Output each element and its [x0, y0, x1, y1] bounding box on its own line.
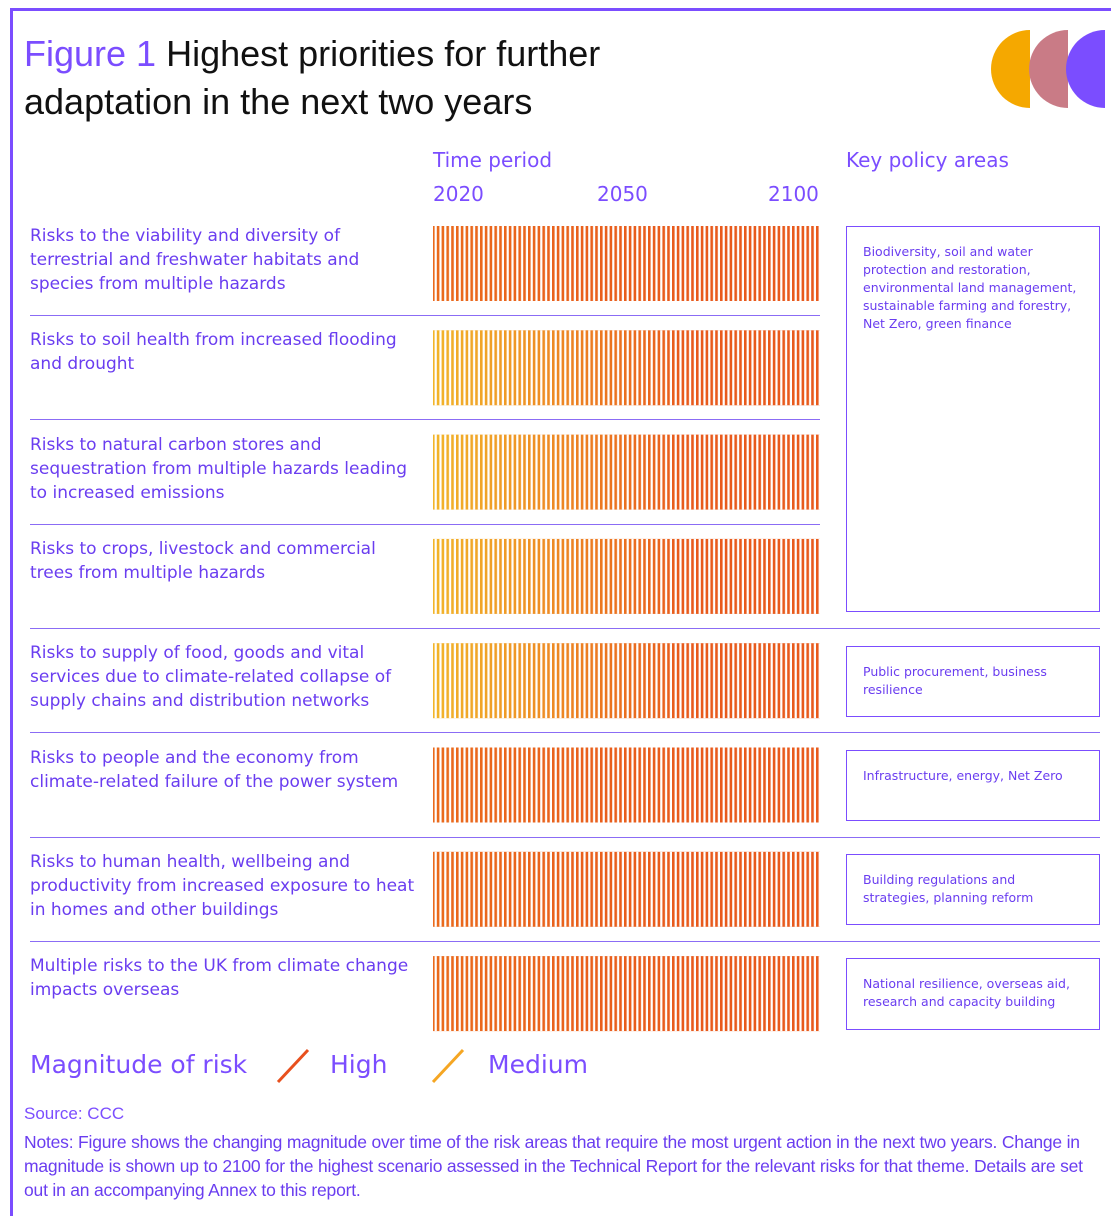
stripe-mask — [433, 538, 820, 614]
logo-shape — [1066, 30, 1105, 108]
stripe-mask — [433, 747, 820, 823]
notes: Notes: Figure shows the changing magnitu… — [24, 1132, 1083, 1200]
policy-box: Public procurement, business resilience — [846, 646, 1100, 717]
frame — [10, 8, 1111, 1216]
legend-swatch — [276, 1048, 310, 1084]
row-label: Multiple risks to the UK from climate ch… — [30, 956, 409, 1001]
logo — [991, 30, 1105, 108]
row-label: Risks to the viability and diversity of … — [30, 226, 360, 294]
year-label: 2100 — [768, 182, 819, 206]
title-block: Figure 1 Highest priorities for further … — [24, 30, 724, 126]
legend-title: Magnitude of risk — [30, 1050, 248, 1079]
year-label: 2050 — [597, 182, 648, 206]
row-label: Risks to human health, wellbeing and pro… — [30, 851, 415, 920]
row-label: Risks to soil health from increased floo… — [30, 330, 397, 375]
row-label: Risks to natural carbon stores and seque… — [30, 434, 407, 503]
logo-shape — [991, 30, 1030, 108]
figure-label: Figure 1 — [24, 33, 157, 74]
legend-label: High — [330, 1050, 388, 1079]
stripe-mask — [433, 226, 820, 301]
legend-swatch — [431, 1048, 465, 1084]
stripe-mask — [433, 434, 820, 510]
policy-box: Biodiversity, soil and water protection … — [846, 226, 1100, 612]
separator — [30, 524, 820, 525]
legend-label: Medium — [488, 1050, 588, 1079]
policy-header: Key policy areas — [846, 148, 1009, 172]
separator — [30, 837, 1100, 838]
policy-box: Infrastructure, energy, Net Zero — [846, 750, 1100, 821]
separator — [30, 315, 820, 316]
separator — [30, 628, 1100, 629]
separator — [30, 941, 1100, 942]
row-label: Risks to crops, livestock and commercial… — [30, 538, 376, 583]
stripe-mask — [433, 851, 820, 927]
stripe-mask — [433, 956, 820, 1032]
row-label: Risks to people and the economy from cli… — [30, 747, 399, 792]
logo-shape — [1029, 30, 1068, 108]
row-label: Risks to supply of food, goods and vital… — [30, 643, 392, 712]
policy-box: National resilience, overseas aid, resea… — [846, 958, 1100, 1030]
title: Highest priorities for further adaptatio… — [24, 33, 601, 122]
stripe-mask — [433, 643, 820, 719]
separator — [30, 732, 1100, 733]
year-label: 2020 — [433, 182, 484, 206]
separator — [30, 419, 820, 420]
source: Source: CCC — [24, 1104, 125, 1123]
time-period-label: Time period — [433, 148, 553, 172]
stripe-mask — [433, 330, 820, 406]
policy-box: Building regulations and strategies, pla… — [846, 854, 1100, 925]
